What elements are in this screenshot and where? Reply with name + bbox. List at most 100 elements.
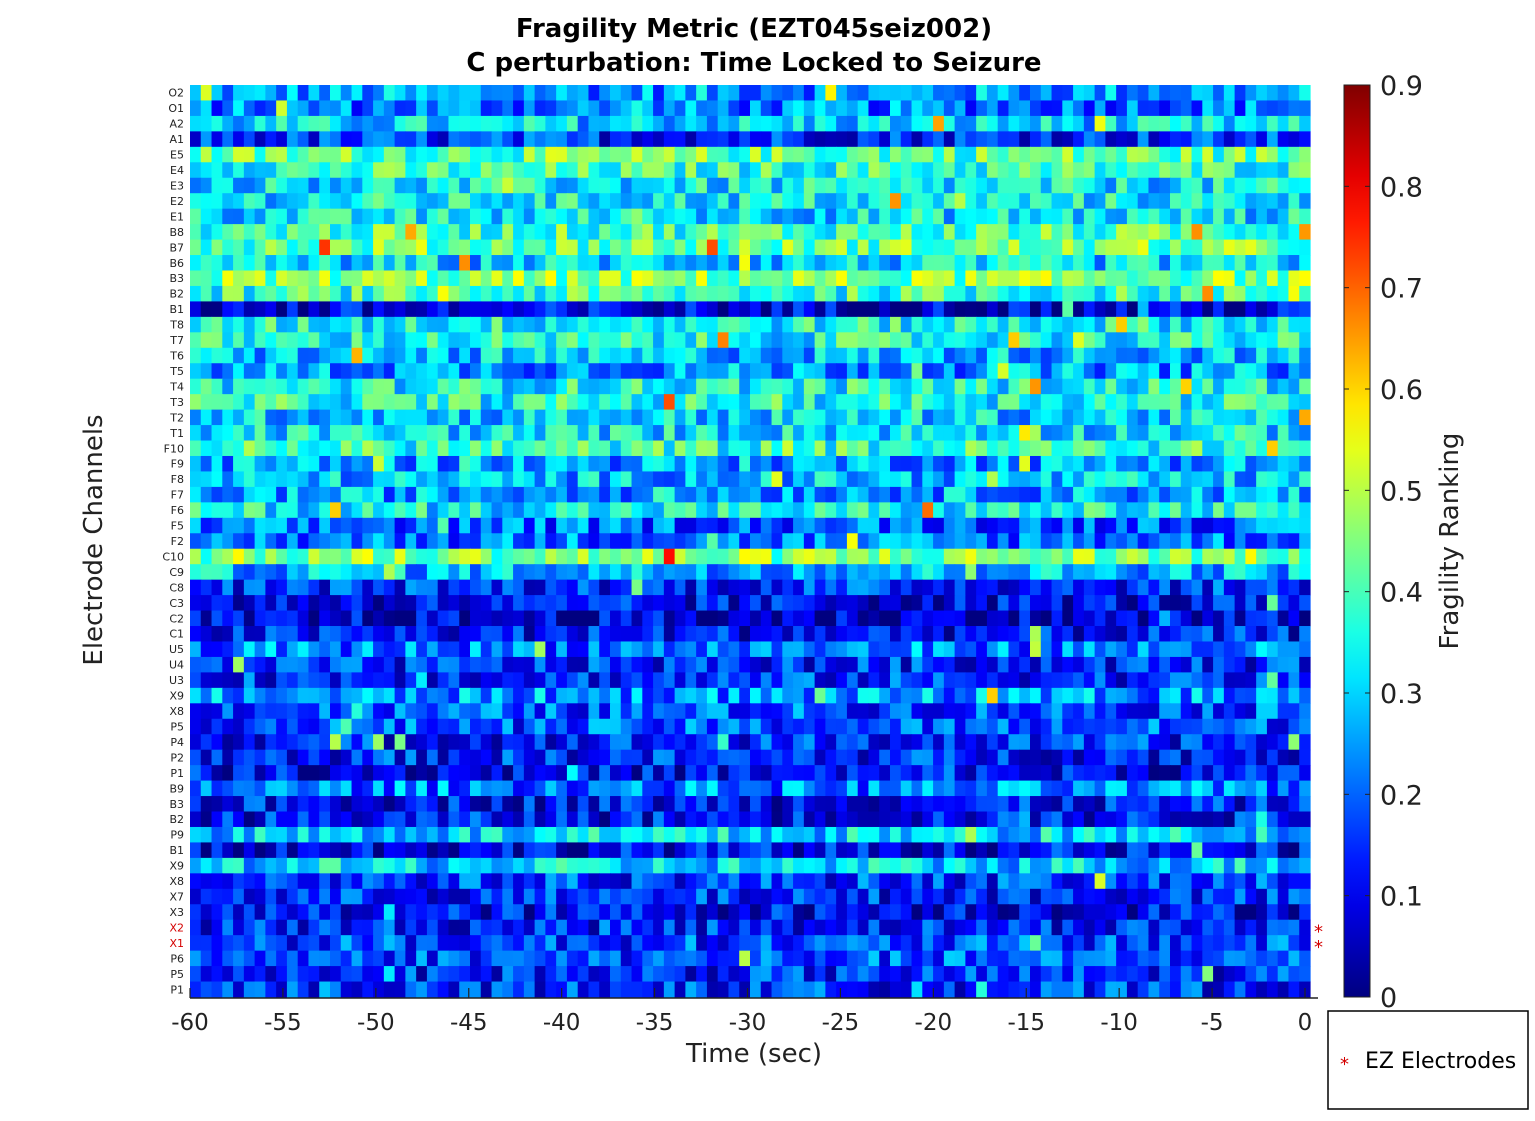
heatmap-cell <box>717 255 730 272</box>
heatmap-cell <box>825 780 837 797</box>
heatmap-cell <box>1105 579 1117 596</box>
heatmap-cell <box>577 162 590 179</box>
heatmap-cell <box>976 672 988 689</box>
heatmap-cell <box>416 363 428 380</box>
heatmap-cell <box>523 765 536 782</box>
heatmap-cell <box>868 471 880 488</box>
heatmap-cell <box>911 610 923 627</box>
heatmap-cell <box>782 626 794 643</box>
heatmap-cell <box>933 146 945 163</box>
heatmap-cell <box>243 656 256 673</box>
heatmap-cell <box>534 780 546 797</box>
heatmap-cell <box>383 455 396 473</box>
heatmap-cell <box>728 409 740 426</box>
heatmap-cell <box>437 440 450 457</box>
heatmap-cell <box>674 703 686 720</box>
heatmap-cell <box>470 440 482 457</box>
heatmap-cell <box>265 425 277 442</box>
heatmap-cell <box>997 131 1010 148</box>
heatmap-cell <box>1083 780 1096 797</box>
heatmap-cell <box>1288 718 1300 735</box>
heatmap-cell <box>502 703 514 720</box>
heatmap-cell <box>373 100 385 117</box>
heatmap-cell <box>1191 162 1203 179</box>
heatmap-cell <box>663 564 676 581</box>
heatmap-cell <box>890 687 902 704</box>
heatmap-cell <box>997 502 1010 519</box>
heatmap-cell <box>599 255 611 272</box>
heatmap-cell <box>900 548 913 565</box>
heatmap-cell <box>610 502 622 519</box>
heatmap-cell <box>470 517 482 534</box>
heatmap-cell <box>631 270 643 287</box>
heatmap-cell <box>340 517 353 534</box>
heatmap-cell <box>1094 363 1106 380</box>
heatmap-cell <box>254 177 266 194</box>
heatmap-cell <box>1266 610 1279 627</box>
heatmap-cell <box>340 548 353 565</box>
heatmap-cell <box>319 208 331 225</box>
heatmap-cell <box>1008 255 1020 272</box>
heatmap-cell <box>890 394 902 411</box>
heatmap-cell <box>976 363 988 380</box>
heatmap-cell <box>1299 440 1311 457</box>
heatmap-cell <box>1148 115 1160 132</box>
heatmap-cell <box>976 162 988 179</box>
heatmap-cell <box>836 486 848 503</box>
heatmap-cell <box>383 146 396 163</box>
heatmap-cell <box>739 610 751 627</box>
heatmap-cell <box>286 486 299 503</box>
heatmap-cell <box>706 378 719 395</box>
heatmap-cell <box>631 486 643 503</box>
heatmap-cell <box>803 239 816 256</box>
heatmap-cell <box>653 224 665 241</box>
heatmap-cell <box>1094 316 1106 333</box>
heatmap-cell <box>254 486 266 503</box>
heatmap-cell <box>653 656 665 673</box>
heatmap-cell <box>922 517 934 534</box>
heatmap-cell <box>1299 301 1311 318</box>
heatmap-cell <box>470 749 482 766</box>
heatmap-cell <box>986 115 999 132</box>
heatmap-cell <box>610 780 622 797</box>
heatmap-cell <box>760 533 773 550</box>
heatmap-cell <box>286 177 299 194</box>
heatmap-cell <box>706 285 719 303</box>
heatmap-cell <box>394 811 406 828</box>
heatmap-cell <box>803 502 816 519</box>
heatmap-cell <box>523 718 536 735</box>
heatmap-cell <box>222 811 234 828</box>
heatmap-cell <box>610 533 622 550</box>
heatmap-cell <box>1030 517 1042 534</box>
heatmap-cell <box>254 378 266 395</box>
heatmap-cell <box>922 548 934 565</box>
heatmap-cell <box>814 115 826 132</box>
heatmap-cell <box>437 656 450 673</box>
heatmap-cell <box>491 672 503 689</box>
heatmap-cell <box>577 656 590 673</box>
heatmap-cell <box>588 440 600 457</box>
heatmap-cell <box>1202 502 1214 519</box>
heatmap-cell <box>190 765 202 782</box>
heatmap-cell <box>459 239 471 256</box>
heatmap-cell <box>803 270 816 287</box>
heatmap-cell <box>276 285 288 303</box>
heatmap-cell <box>620 347 633 364</box>
heatmap-cell <box>750 146 762 163</box>
heatmap-cell <box>890 734 902 751</box>
heatmap-cell <box>448 239 460 256</box>
heatmap-cell <box>610 115 622 132</box>
heatmap-cell <box>986 811 999 828</box>
heatmap-cell <box>1040 378 1053 395</box>
heatmap-cell <box>965 131 977 148</box>
heatmap-cell <box>997 316 1010 333</box>
heatmap-cell <box>233 533 245 550</box>
heatmap-cell <box>750 193 762 210</box>
heatmap-cell <box>566 749 579 766</box>
heatmap-cell <box>1202 564 1214 581</box>
heatmap-cell <box>1073 224 1085 241</box>
heatmap-cell <box>1040 146 1053 163</box>
heatmap-cell <box>620 749 633 766</box>
heatmap-cell <box>362 471 374 488</box>
heatmap-cell <box>1094 734 1106 751</box>
